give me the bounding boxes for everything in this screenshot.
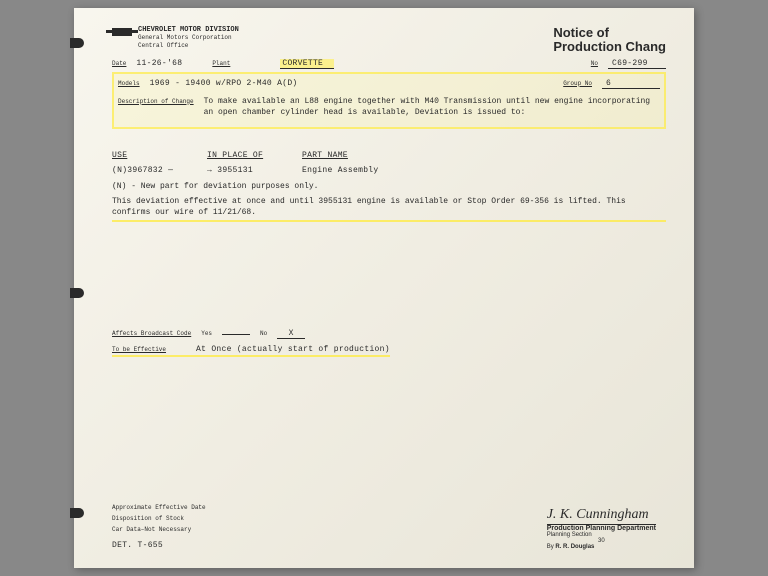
sig-name: J. K. Cunningham bbox=[547, 507, 656, 525]
bc-yes: Yes bbox=[201, 330, 212, 337]
note: (N) - New part for deviation purposes on… bbox=[112, 181, 666, 192]
footer: Approximate Effective Date Disposition o… bbox=[112, 500, 666, 550]
date-label: Date bbox=[112, 60, 126, 67]
table-row: (N)3967832 — → 3955131 Engine Assembly bbox=[112, 166, 666, 175]
td-use: (N)3967832 — bbox=[112, 166, 187, 175]
desc-label: Description of Change bbox=[118, 98, 194, 105]
bc-mark: X bbox=[277, 329, 305, 339]
date-value: 11-26-'68 bbox=[136, 59, 182, 68]
models-value: 1969 - 19400 w/RPO 2-M40 A(D) bbox=[150, 79, 298, 88]
company-sub1: General Motors Corporation bbox=[138, 34, 239, 41]
no-label: No bbox=[591, 60, 598, 67]
logo-block: CHEVROLET MOTOR DIVISION General Motors … bbox=[112, 26, 239, 55]
signature-block: J. K. Cunningham Production Planning Dep… bbox=[547, 507, 656, 550]
no-value: C69-299 bbox=[608, 59, 666, 69]
group-value: 6 bbox=[602, 79, 660, 89]
sig-by: R. R. Douglas bbox=[555, 544, 594, 550]
th-use: USE bbox=[112, 151, 187, 160]
punch-hole bbox=[70, 38, 84, 48]
punch-hole bbox=[70, 508, 84, 518]
tobe-row: To be Effective At Once (actually start … bbox=[112, 345, 390, 357]
row-date-plant: Date 11-26-'68 Plant CORVETTE No C69-299 bbox=[112, 59, 666, 69]
plant-value: CORVETTE bbox=[280, 59, 334, 69]
broadcast-row: Affects Broadcast Code Yes No X bbox=[112, 329, 666, 339]
chevrolet-logo-icon bbox=[112, 28, 132, 36]
company-info: CHEVROLET MOTOR DIVISION General Motors … bbox=[138, 26, 239, 49]
header: CHEVROLET MOTOR DIVISION General Motors … bbox=[112, 26, 666, 55]
effective-text: This deviation effective at once and unt… bbox=[112, 196, 666, 221]
th-partname: PART NAME bbox=[302, 151, 377, 160]
doc-title: Notice of Production Chang bbox=[553, 26, 666, 55]
arrow-icon: → bbox=[207, 166, 212, 175]
punch-hole bbox=[70, 288, 84, 298]
tobe-value: At Once (actually start of production) bbox=[196, 345, 390, 354]
broadcast-label: Affects Broadcast Code bbox=[112, 330, 191, 337]
tobe-label: To be Effective bbox=[112, 346, 166, 353]
plant-label: Plant bbox=[212, 60, 230, 67]
document-page: CHEVROLET MOTOR DIVISION General Motors … bbox=[74, 8, 694, 568]
td-inplace: 3955131 bbox=[217, 166, 253, 175]
company-name: CHEVROLET MOTOR DIVISION bbox=[138, 26, 239, 34]
highlighted-block: Models 1969 - 19400 w/RPO 2-M40 A(D) Gro… bbox=[112, 72, 666, 129]
bc-yes-line bbox=[222, 334, 250, 335]
td-partname: Engine Assembly bbox=[302, 166, 379, 175]
sig-dept: Production Planning Department bbox=[547, 525, 656, 532]
title-l1: Notice of bbox=[553, 25, 609, 40]
group-label: Group No bbox=[563, 80, 592, 87]
bc-no: No bbox=[260, 330, 267, 337]
th-inplace: IN PLACE OF bbox=[207, 151, 282, 160]
title-l2: Production Chang bbox=[553, 39, 666, 54]
models-label: Models bbox=[118, 80, 140, 87]
table-header: USE IN PLACE OF PART NAME bbox=[112, 151, 666, 160]
desc-value: To make available an L88 engine together… bbox=[204, 96, 660, 118]
company-sub2: Central Office bbox=[138, 42, 239, 49]
